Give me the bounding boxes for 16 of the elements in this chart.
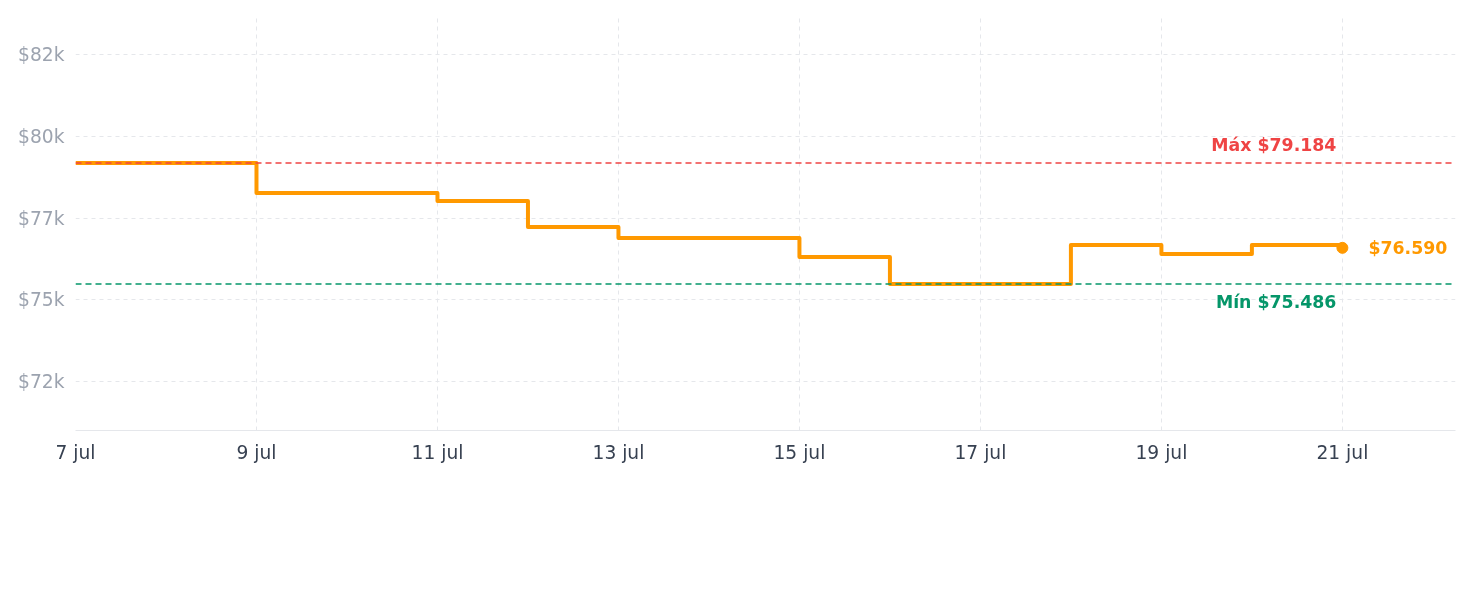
ref-line-label: Máx $79.184 xyxy=(1211,135,1337,156)
x-tick-label: 15 jul xyxy=(773,441,826,463)
y-tick-label: $77k xyxy=(18,207,65,229)
x-tick-label: 9 jul xyxy=(236,441,277,463)
ref-line-label: Mín $75.486 xyxy=(1215,291,1337,312)
x-tick-label: 11 jul xyxy=(411,441,464,463)
x-tick-label: 19 jul xyxy=(1135,441,1188,463)
y-tick-label: $72k xyxy=(18,370,65,392)
x-tick-label: 21 jul xyxy=(1316,441,1369,463)
x-tick-label: 17 jul xyxy=(954,441,1007,463)
y-tick-label: $82k xyxy=(18,44,65,66)
x-tick-label: 7 jul xyxy=(55,441,96,463)
y-tick-label: $75k xyxy=(18,289,65,311)
annotation: $76.590 xyxy=(1368,237,1448,258)
x-tick-label: 13 jul xyxy=(592,441,645,463)
y-tick-label: $80k xyxy=(18,125,65,147)
